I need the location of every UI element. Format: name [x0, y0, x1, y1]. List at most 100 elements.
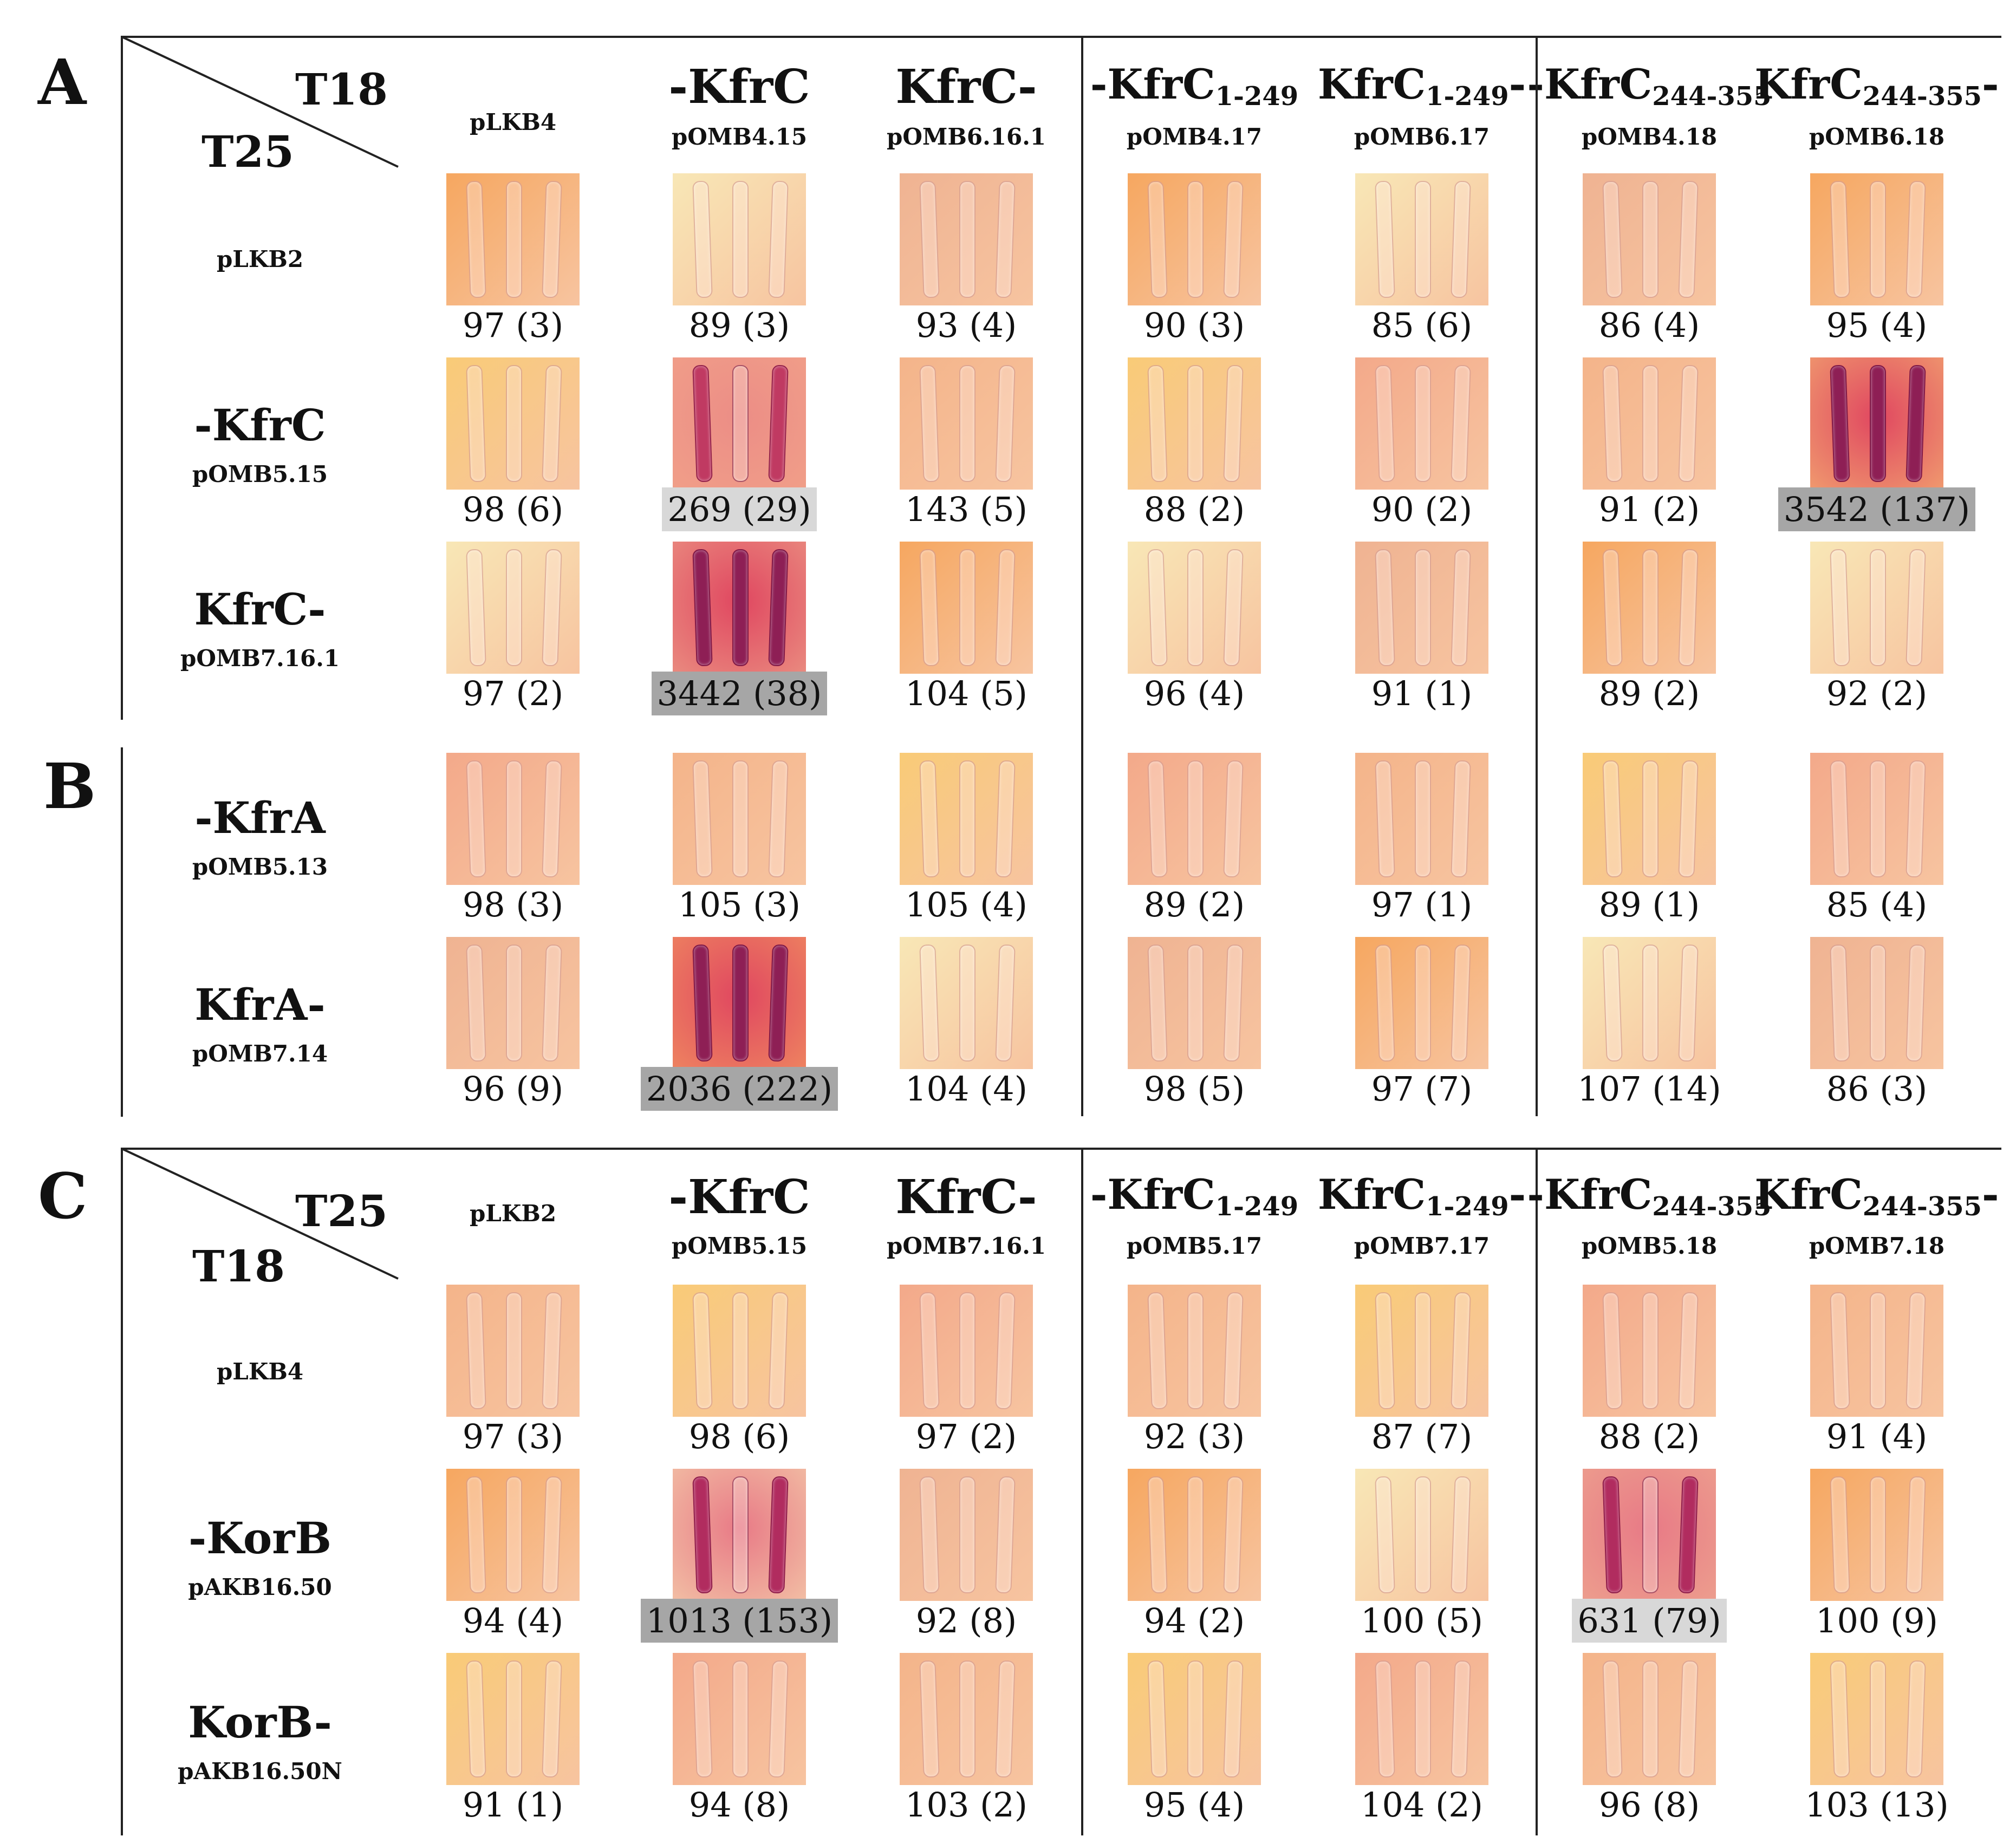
beta-gal-value-text: 91 (2) — [1598, 490, 1700, 529]
colony-streak — [732, 760, 749, 877]
panel-a-col-5-label: pOMB6.17 — [1354, 123, 1490, 150]
beta-gal-value-text: 90 (2) — [1371, 490, 1473, 529]
plate-tile — [446, 937, 580, 1069]
plate-tile — [1355, 1653, 1488, 1785]
colony-streak — [1602, 760, 1623, 878]
plate-tile — [673, 1469, 806, 1601]
beta-gal-value-text: 107 (14) — [1577, 1069, 1721, 1109]
colony-streak — [1830, 1292, 1850, 1410]
beta-gal-value: 97 (2) — [399, 677, 627, 711]
panel-a-col-7-label: pOMB6.18 — [1809, 123, 1945, 150]
colony-streak — [919, 364, 940, 483]
colony-streak — [1830, 364, 1850, 483]
beta-gal-value: 104 (5) — [853, 677, 1080, 711]
beta-gal-value: 86 (4) — [1536, 309, 1763, 342]
colony-streak — [1870, 549, 1886, 666]
group-divider-2 — [1536, 36, 1538, 1116]
colony-streak — [732, 181, 749, 298]
colony-streak — [1602, 1476, 1623, 1594]
beta-gal-value: 95 (4) — [1081, 1788, 1308, 1822]
panel-a-corner-diagonal — [122, 37, 399, 168]
beta-gal-value-text: 97 (2) — [462, 674, 564, 713]
colony-streak — [1678, 549, 1699, 667]
colony-streak — [1187, 365, 1204, 482]
panel-b-letter: B — [43, 750, 96, 823]
colony-streak — [466, 364, 486, 483]
colony-streak — [995, 760, 1016, 878]
beta-gal-value: 94 (2) — [1081, 1604, 1308, 1638]
plate-tile — [673, 173, 806, 305]
colony-streak — [466, 1292, 486, 1410]
colony-streak — [506, 760, 522, 877]
colony-streak — [1870, 1292, 1886, 1409]
colony-streak — [1906, 1292, 1926, 1410]
beta-gal-value-text: 89 (1) — [1598, 885, 1700, 924]
plate-tile — [900, 542, 1033, 674]
plate-tile — [1810, 753, 1943, 885]
beta-gal-value: 85 (6) — [1308, 309, 1536, 342]
colony-streak — [506, 1660, 522, 1777]
beta-gal-value: 98 (6) — [626, 1420, 853, 1454]
colony-streak — [768, 760, 789, 878]
beta-gal-value-text: 92 (3) — [1143, 1417, 1245, 1456]
colony-streak — [1375, 549, 1395, 667]
colony-streak — [1375, 1292, 1395, 1410]
colony-streak — [995, 1292, 1016, 1410]
colony-streak — [1451, 1476, 1471, 1594]
beta-gal-value: 97 (2) — [853, 1420, 1080, 1454]
colony-streak — [1602, 1660, 1623, 1778]
panel-a-col-1-label: pLKB4 — [469, 109, 557, 135]
colony-streak — [732, 1292, 749, 1409]
beta-gal-value-text: 98 (3) — [462, 885, 564, 924]
beta-gal-value-text: 104 (5) — [905, 674, 1027, 713]
colony-streak — [1642, 1476, 1659, 1593]
colony-streak — [542, 944, 562, 1062]
colony-streak — [506, 945, 522, 1061]
colony-streak — [732, 365, 749, 482]
colony-streak — [1415, 549, 1431, 666]
colony-streak — [542, 1660, 562, 1778]
beta-gal-value-text: 2036 (222) — [640, 1067, 838, 1111]
beta-gal-value: 96 (8) — [1536, 1788, 1763, 1822]
beta-gal-value-text: 94 (4) — [462, 1601, 564, 1640]
plate-tile — [446, 542, 580, 674]
colony-streak — [995, 944, 1016, 1062]
colony-streak — [1830, 180, 1850, 298]
plate-tile — [900, 1653, 1033, 1785]
plate-tile — [1128, 1653, 1261, 1785]
colony-streak — [1906, 1660, 1926, 1778]
colony-streak — [1870, 945, 1886, 1061]
colony-streak — [1223, 944, 1244, 1062]
beta-gal-value: 100 (5) — [1308, 1604, 1536, 1638]
colony-streak — [959, 549, 976, 666]
plate-tile — [1355, 173, 1488, 305]
beta-gal-value-text: 104 (4) — [905, 1069, 1027, 1109]
colony-streak — [1642, 760, 1659, 877]
panel-c-col-4-label: pOMB5.17 — [1126, 1233, 1263, 1259]
beta-gal-value: 89 (2) — [1536, 677, 1763, 711]
colony-streak — [919, 1660, 940, 1778]
panel-c-row-1-label: pLKB4 — [216, 1358, 304, 1385]
beta-gal-value-text: 89 (2) — [1598, 674, 1700, 713]
beta-gal-value-text: 93 (4) — [915, 305, 1017, 345]
beta-gal-value: 103 (13) — [1763, 1788, 1991, 1822]
colony-streak — [995, 549, 1016, 667]
beta-gal-value-text: 86 (3) — [1826, 1069, 1928, 1109]
colony-streak — [959, 181, 976, 298]
colony-streak — [919, 1292, 940, 1410]
colony-streak — [1642, 365, 1659, 482]
colony-streak — [466, 1476, 486, 1594]
beta-gal-value: 86 (3) — [1763, 1072, 1991, 1106]
beta-gal-value-text: 88 (2) — [1143, 490, 1245, 529]
plate-tile — [1810, 1285, 1943, 1417]
colony-streak — [1602, 180, 1623, 298]
beta-gal-value-text: 105 (4) — [905, 885, 1027, 924]
plate-tile — [1583, 1285, 1716, 1417]
colony-streak — [1451, 549, 1471, 667]
colony-streak — [1415, 945, 1431, 1061]
beta-gal-value-text: 3542 (137) — [1778, 487, 1976, 531]
beta-gal-value: 88 (2) — [1536, 1420, 1763, 1454]
colony-streak — [1830, 1660, 1850, 1778]
beta-gal-value: 1013 (153) — [626, 1599, 853, 1643]
plate-tile — [900, 357, 1033, 490]
